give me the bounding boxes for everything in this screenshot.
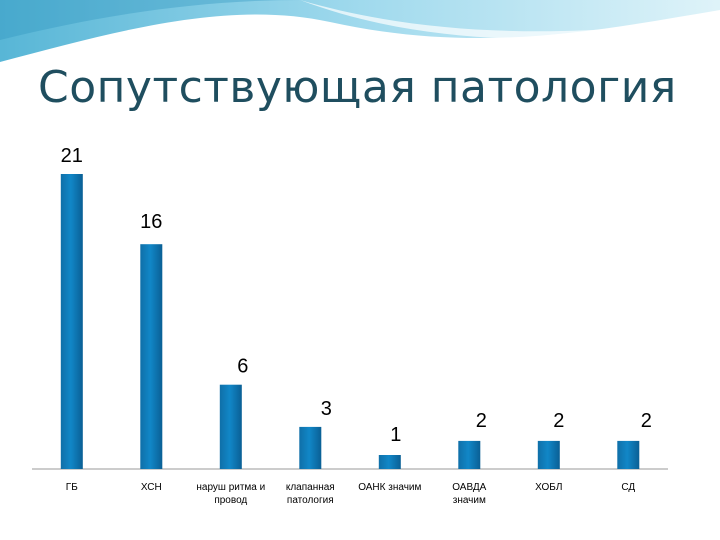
bar: [617, 440, 640, 469]
category-label: ОАВДА значим: [452, 482, 486, 506]
bar-value-label: 16: [140, 211, 162, 233]
category-label: наруш ритма и провод: [196, 482, 265, 506]
header-wave-decoration: [0, 0, 720, 62]
bar: [537, 440, 560, 469]
category-label: клапанная патология: [286, 482, 335, 506]
bar: [140, 244, 163, 469]
bar-value-label: 2: [641, 410, 652, 432]
bar-value-label: 1: [390, 424, 401, 446]
bar-value-label: 3: [321, 398, 332, 420]
bar: [60, 174, 83, 469]
bar-value-label: 2: [553, 410, 564, 432]
bar-value-label: 2: [476, 410, 487, 432]
bar: [219, 384, 242, 469]
category-label: ХСН: [141, 482, 162, 493]
bar-value-label: 21: [61, 145, 83, 167]
bar: [299, 426, 322, 469]
category-label: ХОБЛ: [535, 482, 562, 493]
bar-value-label: 6: [237, 356, 248, 378]
slide-title: Сопутствующая патология: [38, 62, 677, 113]
bar: [458, 440, 481, 469]
category-label: ГБ: [66, 482, 78, 493]
category-label: ОАНК значим: [358, 482, 421, 493]
bar: [378, 455, 401, 469]
category-label: СД: [621, 482, 635, 493]
